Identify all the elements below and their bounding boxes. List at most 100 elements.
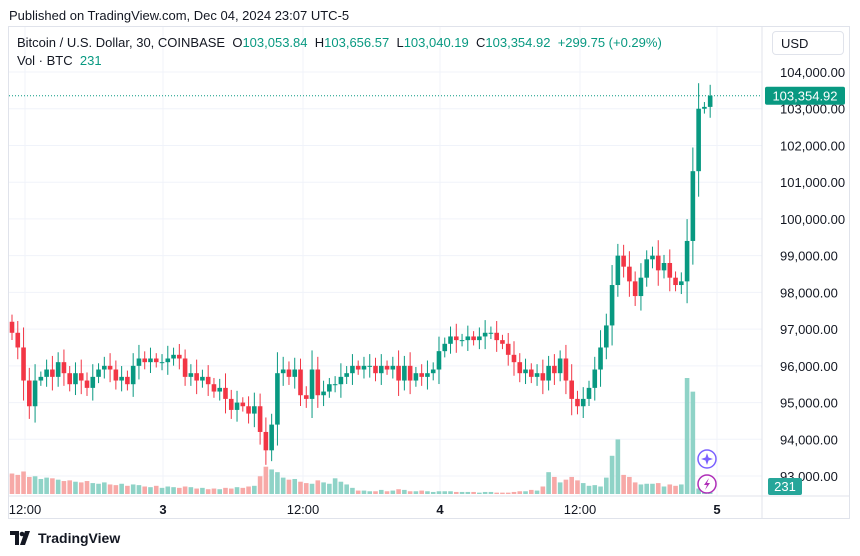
candle-body (21, 347, 26, 381)
candle-body (384, 365, 390, 370)
candle-body (598, 347, 603, 370)
candle-body (557, 358, 563, 374)
volume-bar (540, 486, 546, 494)
volume-bar (27, 476, 32, 494)
volume-bar (171, 487, 176, 494)
volume-bar (177, 487, 182, 494)
volume-value: 231 (79, 53, 102, 68)
candle-body (200, 376, 205, 381)
volume-bar (90, 483, 96, 494)
time-tick-label: 12:00 (9, 502, 42, 517)
currency-selector[interactable]: USD (772, 31, 844, 55)
volume-bar (500, 492, 505, 494)
volume-bar (598, 486, 603, 494)
volume-bar (430, 491, 436, 494)
candle-body (552, 365, 557, 374)
candle-body (638, 277, 644, 297)
candle-body (55, 362, 61, 377)
volume-bar (32, 476, 38, 494)
price-tick-label: 100,000.00 (780, 212, 845, 227)
volume-bar (315, 480, 321, 494)
candle-body (223, 387, 228, 399)
candle-body (702, 106, 707, 109)
candle-body (171, 354, 176, 359)
volume-bar (511, 491, 517, 494)
price-tick-label: 99,000.00 (780, 249, 838, 264)
volume-bar (73, 481, 78, 494)
volume-bar (252, 485, 257, 494)
candle-body (517, 362, 523, 374)
volume-bar (275, 472, 280, 494)
volume-bar (477, 492, 482, 494)
candle-body (315, 369, 321, 396)
volume-bar (575, 480, 580, 494)
open-label: O (232, 35, 243, 50)
candle-body (673, 277, 678, 286)
candle-body (621, 255, 626, 267)
candle-body (246, 406, 251, 414)
candle-body (240, 402, 246, 407)
volume-bar (448, 491, 453, 494)
candle-body (32, 380, 38, 407)
chart-frame (8, 26, 850, 519)
candle-body (182, 358, 188, 377)
volume-bar (650, 483, 655, 494)
candle-body (309, 369, 315, 399)
candle-body (38, 376, 44, 381)
volume-bar (419, 490, 424, 494)
volume-bar (661, 486, 667, 494)
volume-bar (188, 487, 194, 494)
candle-body (153, 358, 159, 363)
candle-body (361, 365, 367, 370)
volume-bar (9, 473, 15, 494)
candle-body (61, 362, 67, 374)
volume-bar (482, 491, 488, 494)
candle-body (84, 380, 90, 388)
candle-body (263, 431, 269, 451)
candle-body (655, 255, 661, 271)
volume-bar (517, 491, 523, 494)
volume-bar (200, 487, 205, 494)
volume-bar (303, 483, 309, 494)
volume-bar (298, 481, 303, 494)
volume-bar (684, 378, 690, 494)
open-value: 103,053.84 (242, 35, 308, 50)
candle-body (684, 240, 690, 282)
volume-bar (338, 481, 344, 494)
volume-bar (655, 483, 661, 494)
lightning-icon (704, 478, 710, 490)
volume-bar (61, 481, 67, 494)
tradingview-logo: TradingView (10, 530, 120, 546)
volume-bar (546, 472, 551, 494)
candle-body (194, 373, 199, 381)
candle-body (563, 358, 569, 381)
volume-bar (44, 477, 49, 494)
volume-bar (21, 471, 26, 494)
candle-body (73, 373, 78, 385)
candle-body (234, 402, 240, 410)
volume-bar (280, 477, 286, 494)
volume-bar (471, 491, 476, 494)
volume-bar (367, 491, 373, 494)
candle-body (67, 373, 72, 385)
candle-body (407, 365, 413, 381)
candle-body (338, 376, 344, 385)
volume-bar (332, 478, 338, 494)
volume-bar (153, 485, 159, 494)
low-label: L (396, 35, 404, 50)
volume-bar (309, 483, 315, 494)
candle-body (592, 369, 598, 388)
price-tick-label: 104,000.00 (780, 65, 845, 80)
volume-bar (136, 485, 142, 494)
high-label: H (314, 35, 325, 50)
volume-bar (621, 474, 626, 494)
change-value: +299.75 (+0.29%) (557, 35, 662, 50)
candle-body (96, 369, 101, 377)
candle-body (298, 369, 303, 396)
candle-body (292, 369, 298, 377)
candle-body (350, 365, 355, 374)
volume-bar (563, 479, 569, 494)
volume-bar (425, 491, 430, 494)
price-tick-label: 98,000.00 (780, 285, 838, 300)
